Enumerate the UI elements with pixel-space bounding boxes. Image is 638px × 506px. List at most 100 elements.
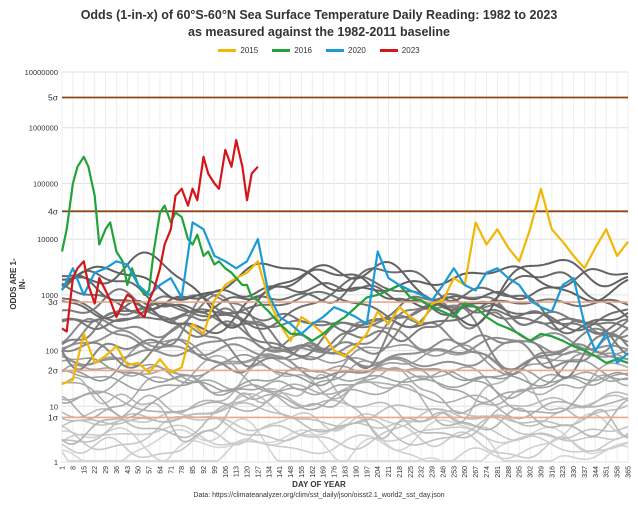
x-tick-label: 15 (81, 466, 88, 474)
background-year-line (61, 360, 629, 400)
legend-label-2015: 2015 (240, 46, 259, 55)
background-year-line (61, 402, 629, 433)
sigma-label-5: 5σ (48, 92, 59, 102)
x-tick-label: 197 (364, 466, 371, 478)
sigma-label-4: 4σ (48, 206, 59, 216)
x-tick-label: 323 (560, 466, 567, 478)
x-tick-label: 330 (571, 466, 578, 478)
y-tick-label: 1 (54, 458, 58, 467)
y-tick-label: 10 (50, 402, 58, 411)
background-year-line (61, 338, 629, 387)
background-year-line (61, 251, 629, 329)
background-year-line (62, 262, 629, 303)
x-axis-label: DAY OF YEAR (292, 480, 346, 489)
x-tick-label: 281 (495, 466, 502, 478)
x-tick-label: 106 (223, 466, 230, 478)
background-year-line (61, 314, 629, 369)
x-tick-label: 183 (343, 466, 350, 478)
x-tick-label: 190 (353, 466, 360, 478)
x-tick-label: 316 (549, 466, 556, 478)
legend-label-2023: 2023 (401, 46, 420, 55)
legend-swatch-2015 (218, 49, 237, 52)
x-tick-label: 176 (332, 466, 339, 478)
x-tick-label: 29 (103, 466, 110, 474)
x-tick-label: 99 (212, 466, 219, 474)
data-source: Data: https://climateanalyzer.org/clim/s… (193, 492, 445, 499)
x-tick-label: 71 (168, 466, 175, 474)
x-tick-label: 365 (626, 466, 633, 478)
x-tick-label: 43 (125, 466, 132, 474)
x-tick-label: 22 (92, 466, 99, 474)
x-tick-label: 162 (310, 466, 317, 478)
background-year-line (61, 366, 629, 420)
legend-label-2016: 2016 (294, 46, 312, 55)
x-tick-label: 246 (440, 466, 447, 478)
background-year-line (61, 411, 629, 459)
x-tick-label: 169 (321, 466, 328, 478)
y-tick-label: 1000000 (29, 124, 58, 133)
legend-item-2020: 2020 (326, 46, 366, 55)
series-line-2015 (61, 187, 629, 386)
x-tick-label: 260 (462, 466, 469, 478)
x-tick-label: 57 (147, 466, 154, 474)
x-tick-label: 148 (288, 466, 295, 478)
legend-swatch-2023 (379, 49, 398, 52)
series-line-2023 (61, 139, 259, 333)
x-tick-label: 344 (593, 466, 600, 478)
x-tick-label: 127 (255, 466, 262, 478)
x-tick-label: 64 (157, 466, 164, 474)
background-year-line (61, 424, 629, 455)
background-year-line (61, 350, 629, 383)
background-year-line (61, 294, 629, 335)
x-tick-label: 155 (299, 466, 306, 478)
x-tick-label: 253 (451, 466, 458, 478)
y-tick-label: 100 (45, 347, 58, 356)
x-tick-label: 218 (397, 466, 404, 478)
series-line-2016 (60, 155, 629, 364)
background-year-line (61, 381, 629, 420)
background-year-line (61, 371, 629, 443)
x-tick-label: 134 (266, 466, 273, 478)
x-tick-label: 113 (234, 466, 241, 477)
background-year-line (61, 267, 629, 335)
y-tick-label: 10000000 (25, 68, 58, 77)
x-tick-label: 211 (386, 466, 393, 477)
background-year-line (61, 387, 629, 439)
legend-item-2023: 2023 (379, 46, 420, 55)
x-tick-label: 239 (430, 466, 437, 478)
legend-item-2015: 2015 (218, 46, 258, 55)
x-tick-label: 232 (419, 466, 426, 478)
y-axis-label: ODDS ARE 1-IN- (9, 258, 27, 310)
legend-swatch-2020 (326, 49, 344, 52)
legend: 2015 2016 2020 2023 (0, 46, 638, 55)
series-line-2020 (61, 221, 629, 364)
x-tick-label: 92 (201, 466, 208, 474)
y-tick-label: 10000 (37, 235, 58, 244)
x-tick-label: 295 (517, 466, 524, 478)
background-year-line (61, 354, 629, 419)
x-tick-label: 337 (582, 466, 589, 478)
background-year-line (61, 292, 629, 380)
sigma-label-3: 3σ (48, 297, 59, 307)
legend-label-2020: 2020 (348, 46, 366, 55)
x-tick-label: 50 (136, 466, 143, 474)
legend-item-2016: 2016 (272, 46, 312, 55)
chart-subtitle: as measured against the 1982-2011 baseli… (188, 25, 450, 39)
x-tick-label: 302 (528, 466, 535, 478)
background-year-line (61, 417, 629, 462)
chart-title: Odds (1-in-x) of 60°S-60°N Sea Surface T… (80, 8, 558, 22)
x-tick-label: 120 (245, 466, 252, 478)
y-tick-label: 100000 (33, 179, 58, 188)
sigma-label-2: 2σ (48, 365, 59, 375)
x-tick-label: 85 (190, 466, 197, 474)
x-tick-label: 267 (473, 466, 480, 478)
x-tick-label: 351 (604, 466, 611, 478)
background-year-line (61, 293, 629, 371)
x-tick-label: 309 (538, 466, 545, 478)
x-tick-label: 8 (70, 466, 77, 470)
x-tick-label: 36 (114, 466, 121, 474)
x-tick-label: 1 (60, 466, 67, 470)
background-year-line (61, 412, 629, 462)
legend-swatch-2016 (272, 49, 291, 52)
